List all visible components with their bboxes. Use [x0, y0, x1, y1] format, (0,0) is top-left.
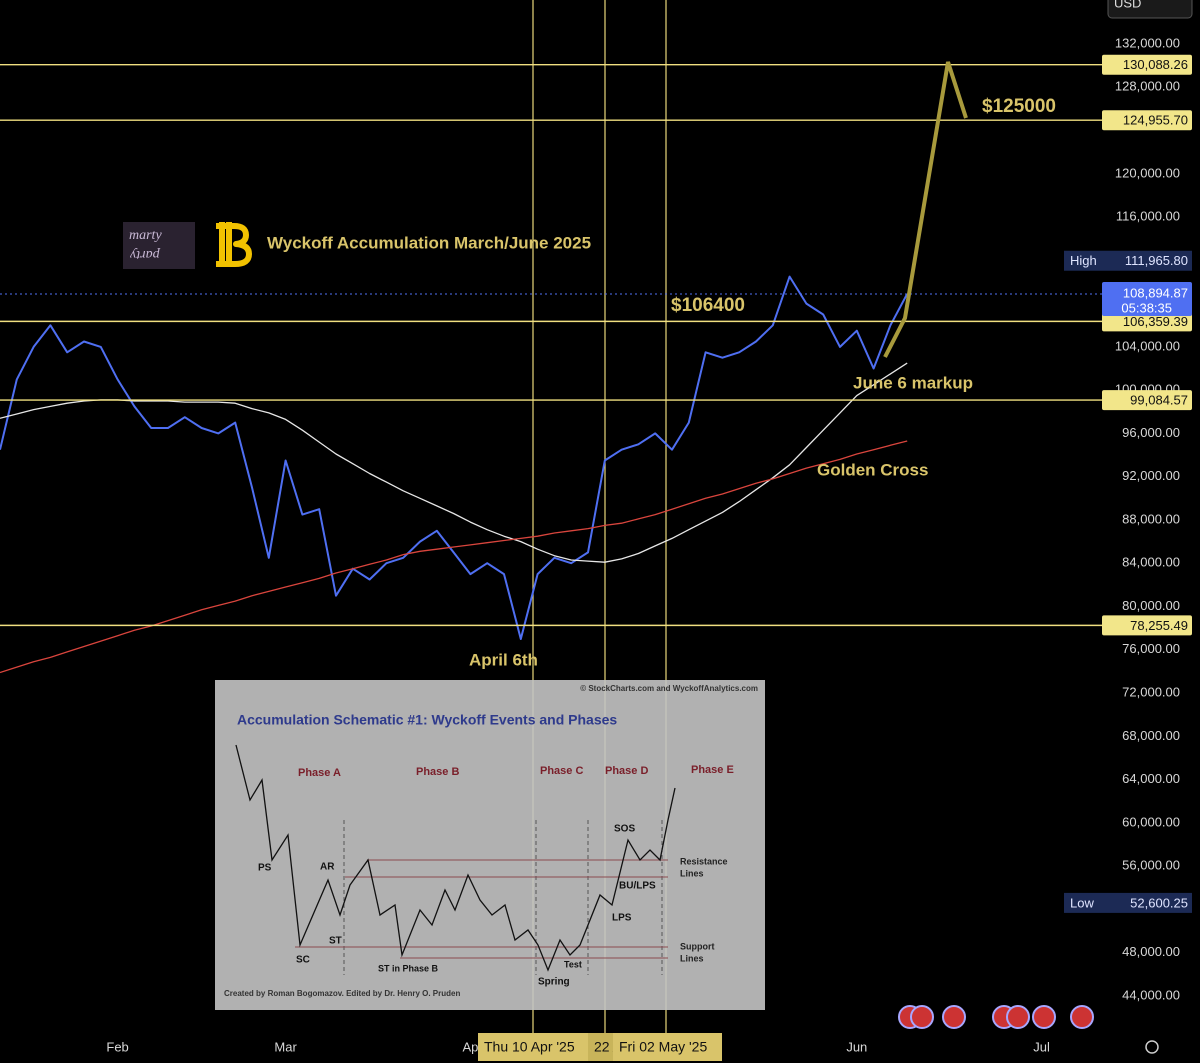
annotation: Golden Cross: [817, 460, 928, 479]
event-label: BU/LPS: [619, 881, 656, 892]
flag-icon[interactable]: [1006, 1005, 1030, 1029]
currency[interactable]: USD: [1114, 0, 1141, 10]
level-label-box: [1102, 311, 1192, 332]
annotation: $106400: [671, 295, 745, 316]
level-label-box: [1102, 615, 1192, 636]
y-tick-label: 76,000.00: [1122, 641, 1180, 656]
high-box: [1064, 250, 1192, 271]
resistance-label: Resistance: [680, 856, 728, 866]
x-tick-label: Ap: [462, 1039, 478, 1054]
support-label: Support: [680, 941, 715, 951]
y-tick-label: 120,000.00: [1115, 165, 1180, 180]
level-label: 130,088.26: [1123, 57, 1188, 72]
event-label: SC: [296, 955, 310, 966]
y-tick-label: 48,000.00: [1122, 944, 1180, 959]
event-label: Test: [564, 959, 582, 969]
logo: [123, 222, 195, 269]
annotation: April 6th: [469, 650, 538, 669]
resistance-label: Lines: [680, 868, 704, 878]
y-tick-label: 104,000.00: [1115, 338, 1180, 353]
current-price-box: [1102, 281, 1192, 316]
y-tick-label: 68,000.00: [1122, 728, 1180, 743]
countdown: 05:38:35: [1121, 300, 1172, 315]
schematic-price-path: [235, 744, 676, 972]
flag-icon[interactable]: [942, 1005, 966, 1029]
logo-text: party: [129, 247, 160, 262]
schematic-credit: © StockCharts.com and WyckoffAnalytics.c…: [580, 684, 758, 693]
annotation: $125000: [982, 96, 1056, 117]
level-label: 78,255.49: [1130, 618, 1188, 633]
phase: Phase A: [298, 767, 341, 779]
phase: Phase B: [416, 766, 459, 778]
x-tick-label: Feb: [106, 1039, 128, 1054]
date-tag: [613, 1033, 722, 1061]
flag-icon[interactable]: [1070, 1005, 1094, 1029]
event-flags: [898, 1005, 1094, 1029]
x-tick-label: Mar: [274, 1039, 297, 1054]
event-label: SOS: [614, 824, 635, 835]
high-value: 111,965.80: [1125, 253, 1188, 268]
level-label: 124,955.70: [1123, 113, 1188, 128]
y-tick-label: 116,000.00: [1116, 209, 1180, 224]
low-name: Low: [1070, 895, 1094, 910]
level-label-box: [1102, 110, 1192, 131]
event-label: ST in Phase B: [378, 963, 439, 973]
level-label: 99,084.57: [1130, 393, 1188, 408]
high-name: High: [1070, 253, 1097, 268]
current-price: 108,894.87: [1123, 285, 1188, 300]
y-tick-label: 96,000.00: [1122, 425, 1180, 440]
flag-icon[interactable]: [910, 1005, 934, 1029]
event-label: Spring: [538, 977, 570, 988]
schematic-credit: Created by Roman Bogomazov. Edited by Dr…: [224, 989, 460, 998]
price-line: [0, 275, 909, 640]
projection-arrow: [883, 61, 968, 358]
annotation: June 6 markup: [853, 373, 973, 392]
level-label: 106,359.39: [1123, 314, 1188, 329]
settings-icon[interactable]: [1145, 1040, 1159, 1054]
y-tick-label: 84,000.00: [1122, 555, 1180, 570]
date-tag: [478, 1033, 588, 1061]
event-label: PS: [258, 863, 272, 874]
low-box: [1064, 892, 1192, 913]
y-tick-label: 60,000.00: [1122, 814, 1180, 829]
y-tick-label: 88,000.00: [1122, 511, 1180, 526]
schematic: © StockCharts.com and WyckoffAnalytics.c…: [215, 680, 765, 1010]
date-tag: [588, 1033, 613, 1061]
y-tick-label: 64,000.00: [1122, 771, 1180, 786]
y-tick-label: 92,000.00: [1122, 468, 1180, 483]
low-value: 52,600.25: [1130, 895, 1188, 910]
currency-selector[interactable]: [1107, 0, 1193, 19]
level-label-box: [1102, 390, 1192, 411]
phase: Phase C: [540, 765, 583, 777]
event-label: AR: [320, 862, 335, 873]
moving-average: [0, 362, 908, 563]
schematic-panel: [215, 680, 765, 1010]
event-label: ST: [329, 936, 342, 947]
phase: Phase D: [605, 765, 648, 777]
phase: Phase E: [691, 764, 734, 776]
level-label-box: [1102, 54, 1192, 75]
x-tick-label: Jul: [1033, 1039, 1050, 1054]
date-tag-label: Fri 02 May '25: [619, 1039, 707, 1055]
y-tick-label: 128,000.00: [1115, 79, 1180, 94]
x-tick-label: Jun: [846, 1039, 867, 1054]
y-tick-label: 56,000.00: [1122, 858, 1180, 873]
support-label: Lines: [680, 953, 704, 963]
flag-icon[interactable]: [1032, 1005, 1056, 1029]
schematic-title: Accumulation Schematic #1: Wyckoff Event…: [237, 712, 617, 728]
chart-title: Wyckoff Accumulation March/June 2025: [267, 233, 591, 252]
event-label: LPS: [612, 913, 632, 924]
bitcoin-icon: [216, 222, 252, 267]
y-tick-label: 72,000.00: [1122, 684, 1180, 699]
date-tag-label: Thu 10 Apr '25: [484, 1039, 575, 1055]
logo-text: marty: [129, 228, 162, 243]
y-tick-label: 132,000.00: [1115, 35, 1180, 50]
y-tick-label: 44,000.00: [1122, 987, 1180, 1002]
y-tick-label: 80,000.00: [1122, 598, 1180, 613]
